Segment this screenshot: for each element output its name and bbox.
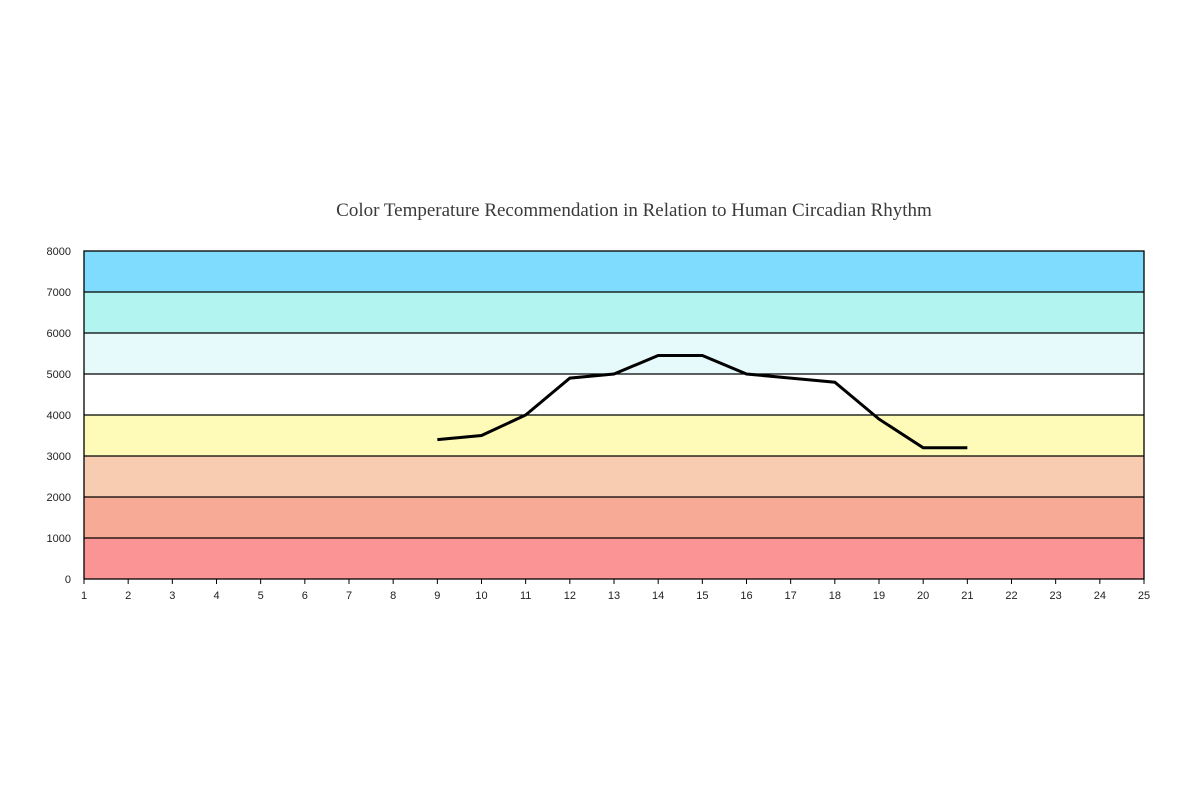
- x-tick-label-13: 13: [608, 590, 620, 602]
- y-tick-label-3000: 3000: [47, 451, 71, 463]
- y-tick-label-4000: 4000: [47, 410, 71, 422]
- x-tick-label-1: 1: [81, 590, 87, 602]
- band-5000-6000: [84, 333, 1144, 374]
- x-tick-label-14: 14: [652, 590, 664, 602]
- x-tick-label-25: 25: [1138, 590, 1150, 602]
- x-tick-label-8: 8: [390, 590, 396, 602]
- band-2000-3000: [84, 456, 1144, 497]
- band-6000-7000: [84, 292, 1144, 333]
- x-tick-label-23: 23: [1050, 590, 1062, 602]
- y-tick-label-0: 0: [65, 574, 71, 586]
- x-tick-label-17: 17: [785, 590, 797, 602]
- chart-title: Color Temperature Recommendation in Rela…: [336, 200, 932, 221]
- band-7000-8000: [84, 251, 1144, 292]
- y-tick-label-8000: 8000: [47, 246, 71, 258]
- band-3000-4000: [84, 415, 1144, 456]
- x-tick-label-16: 16: [740, 590, 752, 602]
- x-tick-label-11: 11: [520, 590, 531, 602]
- y-axis: 0 1000 2000 3000 4000 5000 6000 7000 8000: [47, 246, 71, 586]
- x-tick-label-19: 19: [873, 590, 885, 602]
- x-tick-label-22: 22: [1005, 590, 1017, 602]
- x-tick-label-12: 12: [564, 590, 576, 602]
- x-tick-label-21: 21: [961, 590, 973, 602]
- x-tick-label-9: 9: [434, 590, 440, 602]
- y-tick-label-2000: 2000: [47, 492, 71, 504]
- x-tick-label-15: 15: [696, 590, 708, 602]
- x-tick-label-2: 2: [125, 590, 131, 602]
- y-tick-label-1000: 1000: [47, 533, 71, 545]
- band-0-1000: [84, 538, 1144, 579]
- band-4000-5000: [84, 374, 1144, 415]
- x-tick-label-18: 18: [829, 590, 841, 602]
- x-tick-label-3: 3: [169, 590, 175, 602]
- x-tick-label-10: 10: [475, 590, 487, 602]
- y-tick-label-5000: 5000: [47, 369, 71, 381]
- x-tick-label-5: 5: [258, 590, 264, 602]
- x-tick-label-24: 24: [1094, 590, 1106, 602]
- x-tick-label-7: 7: [346, 590, 352, 602]
- y-tick-label-6000: 6000: [47, 328, 71, 340]
- x-tick-label-6: 6: [302, 590, 308, 602]
- band-1000-2000: [84, 497, 1144, 538]
- x-axis: 1 2 3 4 5 6 7 8 9 10 11 12 13 14 15 16 17 18 19 20 21 22 23 24 2…: [81, 579, 1150, 602]
- x-tick-label-4: 4: [213, 590, 219, 602]
- y-tick-label-7000: 7000: [47, 287, 71, 299]
- series-layer: [437, 354, 968, 450]
- x-tick-label-20: 20: [917, 590, 929, 602]
